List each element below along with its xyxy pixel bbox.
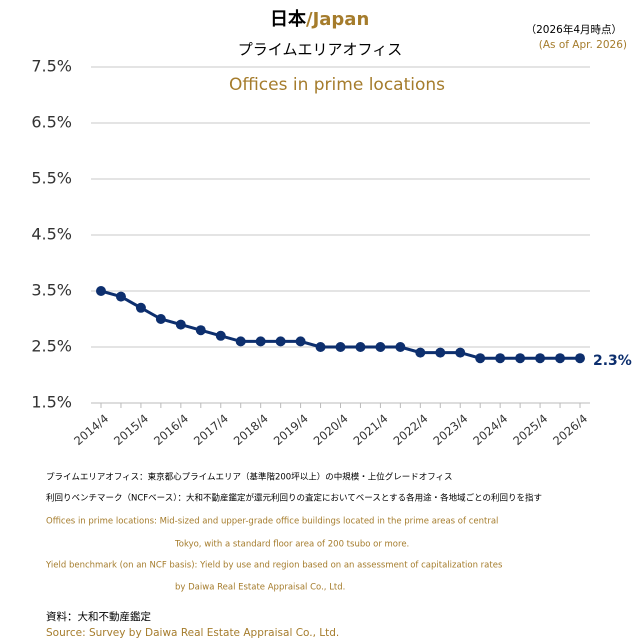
y-tick-label: 6.5% (31, 113, 72, 132)
subtitle: プライムエリアオフィス (238, 41, 402, 59)
marker (475, 353, 486, 364)
note: 利回りベンチマーク（NCFベース）：大和不動産鑑定が還元利回りの査定においてベー… (46, 493, 542, 504)
chart-title: 日本/Japan (270, 8, 369, 30)
x-tick-label: 2021/4 (351, 411, 391, 448)
marker (315, 342, 326, 352)
marker (395, 342, 406, 352)
marker (455, 347, 466, 358)
marker (295, 336, 306, 347)
x-tick-label: 2024/4 (470, 411, 510, 448)
date-note-ja: （2026年4月時点） (526, 23, 622, 36)
note-en: by Daiwa Real Estate Appraisal Co., Ltd. (175, 583, 345, 593)
data-label: 2.3% (593, 353, 632, 369)
note-en: Offices in prime locations: Mid-sized an… (46, 517, 498, 527)
y-tick-label: 3.5% (31, 281, 72, 300)
x-tick-label: 2022/4 (391, 411, 431, 448)
x-tick-label: 2019/4 (271, 411, 311, 448)
x-tick-label: 2018/4 (231, 411, 271, 448)
marker (435, 347, 446, 358)
y-tick-label: 5.5% (31, 169, 72, 188)
note-en: Yield benchmark (on an NCF basis): Yield… (45, 561, 503, 571)
y-tick-label: 4.5% (31, 225, 72, 244)
marker (335, 342, 346, 352)
x-tick-label: 2014/4 (71, 411, 111, 448)
title-ja: 日本 (270, 8, 306, 30)
date-note-en: (As of Apr. 2026) (539, 39, 627, 51)
marker (575, 353, 585, 364)
marker (535, 353, 546, 364)
source-en: Source: Survey by Daiwa Real Estate Appr… (46, 627, 339, 639)
x-tick-label: 2015/4 (111, 411, 151, 448)
marker (495, 353, 506, 364)
y-tick-label: 7.5% (31, 57, 72, 76)
x-tick-label: 2023/4 (430, 411, 470, 448)
marker (96, 286, 106, 296)
marker (215, 330, 226, 341)
note-en: Tokyo, with a standard floor area of 200… (174, 540, 409, 550)
note: プライムエリアオフィス：東京都心プライムエリア（基準階200坪以上）の中規模・上… (46, 472, 453, 483)
title-en: /Japan (306, 9, 369, 30)
marker (275, 336, 286, 347)
source-ja: 資料：大和不動産鑑定 (46, 610, 151, 623)
marker (355, 342, 366, 352)
marker (255, 336, 266, 347)
marker (555, 353, 566, 364)
marker (415, 347, 426, 358)
marker (135, 302, 146, 313)
y-tick-label: 2.5% (31, 337, 72, 356)
marker (115, 291, 126, 302)
y-tick-label: 1.5% (31, 393, 72, 412)
marker (155, 314, 166, 324)
x-tick-label: 2020/4 (311, 411, 351, 448)
x-tick-label: 2025/4 (510, 411, 550, 448)
x-tick-label: 2016/4 (151, 411, 191, 448)
inner-title: Offices in prime locations (229, 75, 445, 95)
marker (375, 342, 386, 352)
marker (175, 319, 186, 330)
marker (195, 325, 206, 336)
x-tick-label: 2026/4 (550, 411, 590, 448)
marker (515, 353, 526, 364)
marker (235, 336, 246, 347)
plot: 1.5% 2.5% 3.5% 4.5% 5.5% 6.5% 7.5% 2014/4 2015/4… (31, 57, 631, 448)
x-tick-label: 2017/4 (191, 411, 231, 448)
